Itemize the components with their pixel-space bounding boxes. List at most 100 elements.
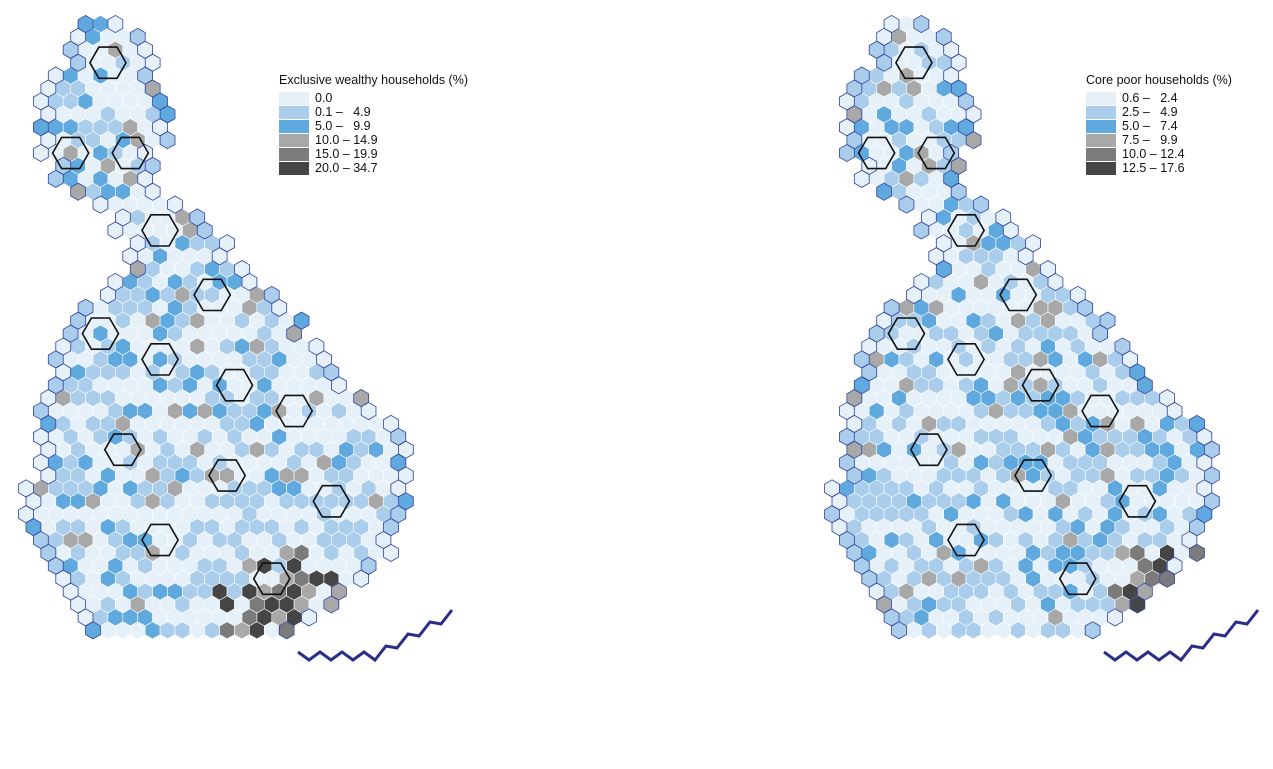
legend-label: 0.6 – 2.4 [1122, 91, 1178, 105]
legend-label: 7.5 – 9.9 [1122, 133, 1178, 147]
city-region-outline [141, 523, 180, 557]
city-region-outline [1058, 562, 1097, 596]
legend-row: 5.0 – 9.9 [279, 119, 468, 133]
coast-hex-edge [876, 53, 892, 72]
coast-hex-edge [1077, 298, 1094, 317]
coast-hex-edge [876, 182, 892, 201]
coast-hex-edge [1092, 324, 1108, 343]
city-region-outlines [51, 46, 351, 596]
coast-hex-edge [144, 182, 161, 201]
city-region-outline [1081, 394, 1120, 428]
legend-swatch [279, 133, 309, 147]
coast-hex-edge [1129, 595, 1146, 614]
coast-hex-edge [107, 14, 124, 34]
legend-label: 20.0 – 34.7 [315, 161, 378, 175]
legend-row: 20.0 – 34.7 [279, 161, 468, 175]
coast-hex-edge [1107, 608, 1123, 627]
city-region-outline [111, 136, 150, 170]
city-region-outline [252, 562, 291, 596]
legend-swatch [1086, 119, 1116, 133]
legend-title: Exclusive wealthy households (%) [279, 73, 468, 87]
city-region-outline [141, 214, 180, 247]
legend-label: 5.0 – 9.9 [315, 119, 371, 133]
legend-label: 0.1 – 4.9 [315, 105, 371, 119]
hex-cells [824, 15, 1220, 640]
coast-hex-edge [839, 143, 855, 163]
coast-hex-edge [167, 195, 183, 214]
coast-hex-edge [935, 260, 952, 279]
legend-label: 5.0 – 7.4 [1122, 119, 1178, 133]
hex-map-right [824, 14, 1260, 663]
city-region-outline [1118, 484, 1157, 518]
legend-row: 0.1 – 4.9 [279, 105, 468, 119]
coast-hex-edge [47, 169, 64, 188]
legend-swatch [1086, 91, 1116, 105]
legend-row: 7.5 – 9.9 [1086, 133, 1232, 147]
coast-hex-edge [211, 247, 228, 266]
coast-hex-edge [853, 169, 870, 188]
coast-hex-edge [1017, 247, 1034, 266]
city-region-outline [917, 136, 956, 170]
coast-hex-edge [965, 131, 982, 150]
legend-swatch [279, 161, 309, 175]
legend-swatch [279, 91, 309, 105]
legend-row: 0.6 – 2.4 [1086, 91, 1232, 105]
legend-label: 2.5 – 4.9 [1122, 105, 1178, 119]
coast-hex-edge [323, 595, 340, 614]
coastline [18, 14, 414, 640]
legend-label: 10.0 – 12.4 [1122, 147, 1185, 161]
city-region-outlines [857, 46, 1157, 596]
legend-swatch [1086, 147, 1116, 161]
map-core-poor [806, 0, 1273, 769]
city-region-outline [275, 394, 314, 428]
coast-hex-edge [360, 401, 377, 421]
london-boundary [297, 609, 454, 663]
legend-swatch [1086, 133, 1116, 147]
legend-swatch [279, 105, 309, 119]
london-boundary [1103, 609, 1260, 663]
coast-hex-edge [891, 621, 907, 640]
city-region-outline [81, 317, 120, 350]
coast-hex-edge [70, 182, 86, 201]
city-region-outline [999, 278, 1038, 312]
legend-row: 10.0 – 14.9 [279, 133, 468, 147]
legend-label: 10.0 – 14.9 [315, 133, 378, 147]
legend-swatch [1086, 161, 1116, 175]
legend-label: 12.5 – 17.6 [1122, 161, 1185, 175]
legend-row: 2.5 – 4.9 [1086, 105, 1232, 119]
city-region-outline [141, 343, 180, 376]
coast-hex-edge [271, 298, 288, 317]
city-region-outline [193, 278, 232, 312]
legend-row: 0.0 [279, 91, 468, 105]
city-region-outline [208, 459, 247, 492]
coastline [824, 14, 1220, 640]
city-region-outline [887, 317, 926, 350]
coast-hex-edge [1084, 621, 1101, 640]
coast-hex-edge [913, 14, 930, 34]
city-region-outline [1021, 368, 1060, 402]
coast-hex-edge [1159, 569, 1175, 588]
city-region-outline [947, 343, 986, 376]
coast-hex-edge [1166, 401, 1183, 421]
city-region-outline [947, 214, 986, 247]
hex-map-left [18, 14, 454, 663]
legend-label: 15.0 – 19.9 [315, 147, 378, 161]
legend-row: 5.0 – 7.4 [1086, 119, 1232, 133]
legend-swatch [279, 119, 309, 133]
coast-hex-edge [129, 260, 146, 279]
city-region-outline [103, 433, 142, 467]
coast-hex-edge [846, 466, 863, 485]
legend-swatch [1086, 105, 1116, 119]
legend-row: 15.0 – 19.9 [279, 147, 468, 161]
city-region-outline [312, 484, 351, 518]
map-exclusive-wealthy [0, 0, 500, 769]
coast-hex-edge [898, 195, 915, 214]
coast-hex-edge [85, 621, 101, 640]
city-region-outline [51, 136, 90, 170]
city-region-outline [894, 46, 933, 80]
coast-hex-edge [70, 53, 86, 72]
coast-hex-edge [1002, 221, 1019, 240]
legend-exclusive-wealthy: Exclusive wealthy households (%) 0.0 0.1… [279, 73, 468, 175]
city-region-outline [215, 368, 254, 402]
legend-row: 10.0 – 12.4 [1086, 147, 1232, 161]
